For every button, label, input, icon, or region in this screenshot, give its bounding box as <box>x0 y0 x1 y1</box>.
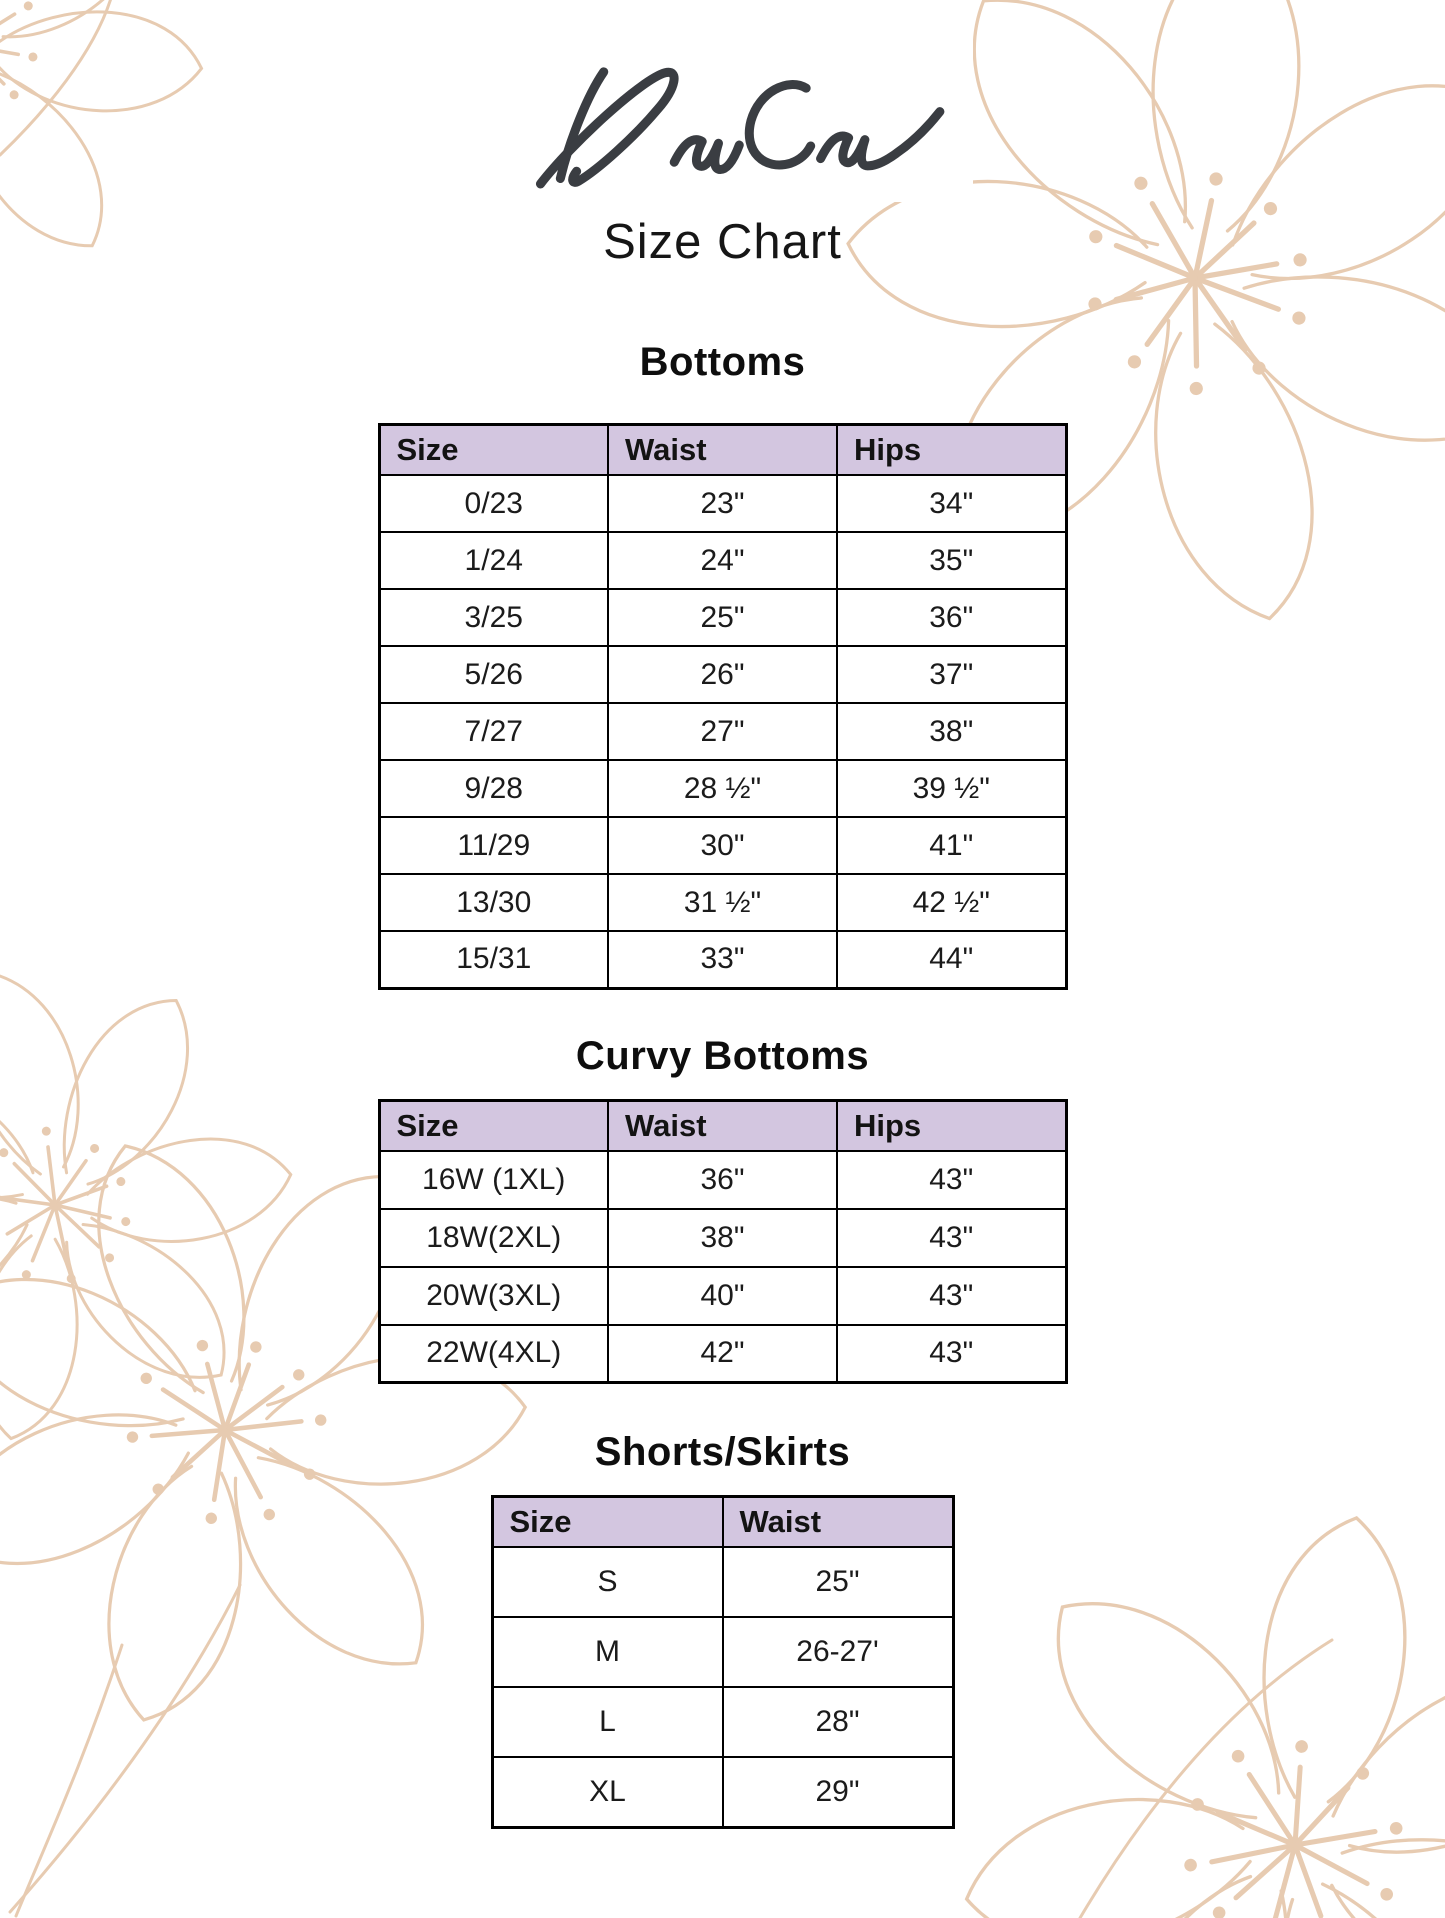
table-cell: L <box>491 1686 724 1758</box>
page-subtitle: Size Chart <box>603 215 842 269</box>
table-row: 7/27 27" 38" <box>378 702 1067 761</box>
table-row: 20W(3XL) 40" 43" <box>378 1265 1067 1326</box>
table-cell: 26" <box>607 645 838 704</box>
table-cell: 15/31 <box>378 930 609 989</box>
table-row: 22W(4XL) 42" 43" <box>378 1323 1067 1384</box>
table-cell: 36" <box>836 588 1067 647</box>
table-cell: 13/30 <box>378 873 609 932</box>
bottoms-table: Size Waist Hips 0/23 23" 34" 1/24 24" 35" 3/25 25"… <box>377 423 1068 990</box>
column-header-size: Size <box>491 1495 724 1548</box>
table-cell: 7/27 <box>378 702 609 761</box>
table-row: S 25" <box>491 1546 954 1618</box>
table-cell: 24" <box>607 531 838 590</box>
table-cell: 3/25 <box>378 588 609 647</box>
table-row: 16W (1XL) 36" 43" <box>378 1149 1067 1210</box>
table-cell: 40" <box>607 1265 838 1326</box>
table-cell: 43" <box>836 1265 1067 1326</box>
table-cell: 31 ½" <box>607 873 838 932</box>
column-header-size: Size <box>378 423 609 476</box>
table-cell: 43" <box>836 1323 1067 1384</box>
table-cell: XL <box>491 1756 724 1828</box>
table-cell: 11/29 <box>378 816 609 875</box>
kancan-signature-icon <box>535 67 944 189</box>
table-cell: 28" <box>721 1686 954 1758</box>
table-cell: 43" <box>836 1149 1067 1210</box>
table-row: XL 29" <box>491 1756 954 1828</box>
table-cell: 43" <box>836 1207 1067 1268</box>
curvy-bottoms-heading: Curvy Bottoms <box>575 1033 870 1078</box>
table-cell: 23" <box>607 474 838 533</box>
table-cell: M <box>491 1616 724 1688</box>
table-cell: 38" <box>607 1207 838 1268</box>
table-row: 9/28 28 ½" 39 ½" <box>378 759 1067 818</box>
table-cell: 25" <box>607 588 838 647</box>
column-header-waist: Waist <box>721 1495 954 1548</box>
column-header-waist: Waist <box>607 1099 838 1152</box>
kancan-logo: KanCan <box>472 0 973 202</box>
table-row: 11/29 30" 41" <box>378 816 1067 875</box>
table-row: 18W(2XL) 38" 43" <box>378 1207 1067 1268</box>
table-cell: 30" <box>607 816 838 875</box>
table-cell: 35" <box>836 531 1067 590</box>
table-cell: 37" <box>836 645 1067 704</box>
table-cell: 28 ½" <box>607 759 838 818</box>
table-cell: 36" <box>607 1149 838 1210</box>
shorts-skirts-table: Size Waist S 25" M 26-27' L 28" XL 29" <box>490 1495 955 1829</box>
table-cell: 0/23 <box>378 474 609 533</box>
table-row: L 28" <box>491 1686 954 1758</box>
column-header-size: Size <box>378 1099 609 1152</box>
table-row: 1/24 24" 35" <box>378 531 1067 590</box>
table-cell: 33" <box>607 930 838 989</box>
table-cell: 42 ½" <box>836 873 1067 932</box>
table-cell: 26-27' <box>721 1616 954 1688</box>
table-cell: 22W(4XL) <box>378 1323 609 1384</box>
table-cell: 38" <box>836 702 1067 761</box>
table-cell: 27" <box>607 702 838 761</box>
bottoms-heading: Bottoms <box>639 340 806 384</box>
table-row: 15/31 33" 44" <box>378 930 1067 989</box>
table-cell: 5/26 <box>378 645 609 704</box>
table-cell: 20W(3XL) <box>378 1265 609 1326</box>
table-row: 0/23 23" 34" <box>378 474 1067 533</box>
table-cell: 25" <box>721 1546 954 1618</box>
table-cell: 1/24 <box>378 531 609 590</box>
table-cell: 9/28 <box>378 759 609 818</box>
column-header-hips: Hips <box>836 1099 1067 1152</box>
table-cell: 41" <box>836 816 1067 875</box>
table-cell: 29" <box>721 1756 954 1828</box>
table-row: 3/25 25" 36" <box>378 588 1067 647</box>
table-row: 5/26 26" 37" <box>378 645 1067 704</box>
curvy-bottoms-table: Size Waist Hips 16W (1XL) 36" 43" 18W(2XL) 38" 4… <box>377 1098 1068 1384</box>
shorts-skirts-heading: Shorts/Skirts <box>594 1430 851 1474</box>
table-cell: 18W(2XL) <box>378 1207 609 1268</box>
table-row: M 26-27' <box>491 1616 954 1688</box>
table-cell: 16W (1XL) <box>378 1149 609 1210</box>
table-cell: 34" <box>836 474 1067 533</box>
column-header-hips: Hips <box>836 423 1067 476</box>
table-cell: 39 ½" <box>836 759 1067 818</box>
table-row: 13/30 31 ½" 42 ½" <box>378 873 1067 932</box>
table-cell: S <box>491 1546 724 1618</box>
column-header-waist: Waist <box>607 423 838 476</box>
table-cell: 44" <box>836 930 1067 989</box>
table-cell: 42" <box>607 1323 838 1384</box>
